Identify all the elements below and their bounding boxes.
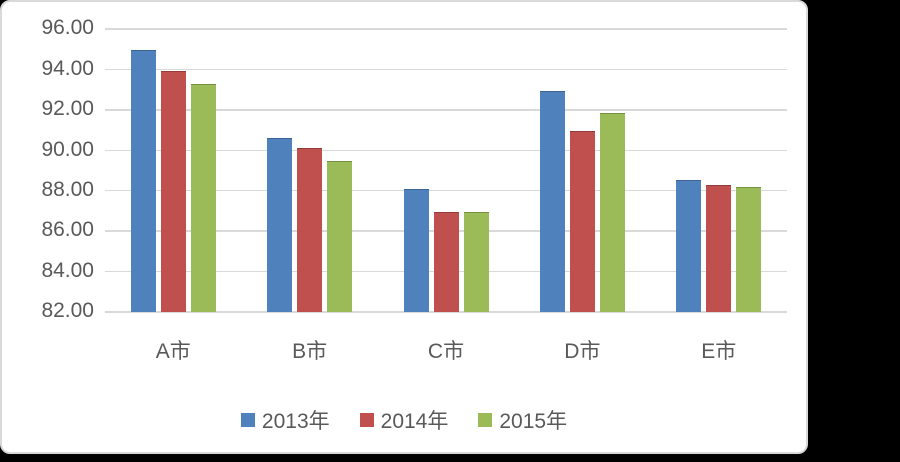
bar-2013年-E市 xyxy=(676,179,702,312)
legend-swatch-icon xyxy=(359,413,374,427)
x-category-label: C市 xyxy=(427,340,465,363)
legend-item-2015年: 2015年 xyxy=(478,405,567,435)
x-category-label: E市 xyxy=(701,340,737,363)
y-tick-label: 82.00 xyxy=(41,299,94,322)
bar-2013年-B市 xyxy=(267,138,293,312)
y-tick-label: 86.00 xyxy=(41,218,94,242)
bar-2014年-E市 xyxy=(706,184,732,312)
legend-item-2013年: 2013年 xyxy=(240,405,330,435)
bar-2013年-D市 xyxy=(539,91,565,312)
y-gridline xyxy=(105,68,787,71)
bar-2014年-C市 xyxy=(433,212,459,312)
y-tick-label: 94.00 xyxy=(41,56,94,80)
legend-label: 2014年 xyxy=(380,410,449,433)
bar-2013年-C市 xyxy=(403,188,429,312)
chart-panel: 82.00 84.00 86.00 88.00 90.00 92.00 94.00 96.00… xyxy=(0,0,808,454)
bar-2015年-D市 xyxy=(599,113,625,312)
y-tick-label: 96.00 xyxy=(41,16,94,40)
y-tick-label: 90.00 xyxy=(41,137,94,161)
bar-2014年-D市 xyxy=(569,131,595,312)
bar-2015年-B市 xyxy=(327,160,353,312)
bar-2013年-A市 xyxy=(130,49,156,312)
y-gridline xyxy=(105,28,787,30)
bar-2015年-E市 xyxy=(736,186,762,312)
bar-2015年-A市 xyxy=(190,83,216,312)
legend-label: 2013年 xyxy=(261,410,330,433)
legend: 2013年 2014年 2015年 xyxy=(2,405,806,435)
bar-2015年-C市 xyxy=(463,212,489,312)
x-category-label: A市 xyxy=(155,340,191,363)
bar-2014年-A市 xyxy=(160,70,186,312)
legend-swatch-icon xyxy=(240,413,255,427)
x-category-label: B市 xyxy=(292,340,328,363)
bar-2014年-B市 xyxy=(297,147,323,312)
legend-label: 2015年 xyxy=(499,410,568,433)
legend-item-2014年: 2014年 xyxy=(359,405,449,435)
y-tick-label: 92.00 xyxy=(41,97,94,121)
x-category-label: D市 xyxy=(564,340,601,363)
legend-swatch-icon xyxy=(478,413,493,427)
y-tick-label: 88.00 xyxy=(41,177,94,201)
y-tick-label: 84.00 xyxy=(41,258,94,282)
